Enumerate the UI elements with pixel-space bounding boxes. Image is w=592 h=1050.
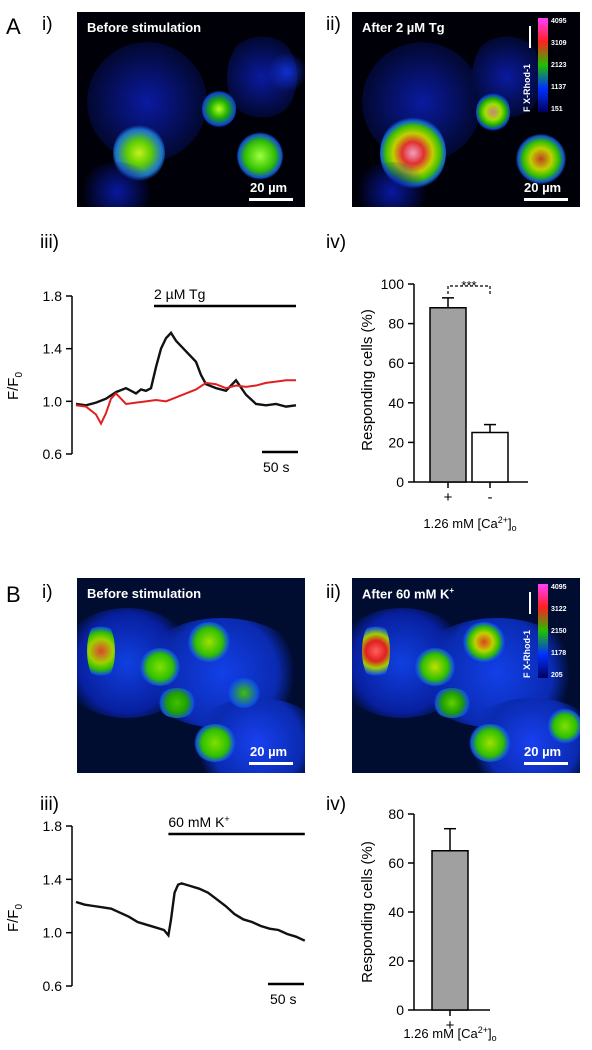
- colorbar-tick: 3122: [551, 606, 567, 613]
- x-axis-label: 1.26 mM [Ca2+]o: [403, 1025, 496, 1043]
- panel-b-iii-label: iii): [40, 794, 59, 815]
- colorbar-tick: 3109: [551, 40, 567, 47]
- colorbar: [538, 584, 548, 678]
- arrow-up-icon: [529, 26, 531, 48]
- y-tick-label: 1.8: [43, 288, 63, 304]
- y-tick-label: 80: [388, 806, 404, 822]
- y-tick-label: 1.4: [43, 341, 63, 357]
- micrograph-title: Before stimulation: [87, 586, 202, 601]
- arrow-up-icon: [529, 592, 531, 614]
- colorbar-tick: 4095: [551, 584, 567, 591]
- micrograph-b-before: Before stimulation 20 µm: [77, 578, 305, 773]
- y-axis-label: F/F0: [5, 372, 25, 401]
- colorbar-axis-label: F X-Rhod-1: [522, 64, 532, 112]
- y-tick-label: 1.8: [43, 818, 63, 834]
- trace-line-red: [75, 379, 296, 426]
- scale-bar: [249, 198, 293, 201]
- y-tick-label: 20: [388, 434, 404, 450]
- time-scale-label: 50 s: [263, 459, 289, 475]
- y-tick-label: 80: [388, 316, 404, 332]
- panel-a-ii-label: ii): [326, 14, 341, 35]
- panel-a-iii-label: iii): [40, 232, 59, 253]
- x-tick-label: +: [446, 1017, 455, 1034]
- colorbar-tick: 1178: [551, 650, 567, 657]
- y-tick-label: 1.0: [43, 925, 63, 941]
- trace-line-black: [75, 330, 297, 408]
- x-tick-label: +: [444, 489, 453, 506]
- panel-a-i-label: i): [42, 14, 53, 35]
- scale-bar-label: 20 µm: [524, 744, 562, 759]
- stimulus-label: 2 µM Tg: [154, 286, 205, 302]
- micrograph-b-after: After 60 mM K+ 4095 3122 2150 1178 205 F…: [352, 578, 580, 773]
- colorbar-tick: 4095: [551, 18, 567, 25]
- bar: [429, 307, 467, 483]
- colorbar-tick: 205: [551, 672, 563, 679]
- scale-bar-label: 20 µm: [250, 180, 288, 195]
- micrograph-title: After 2 µM Tg: [362, 20, 445, 35]
- colorbar-tick: 151: [551, 106, 563, 113]
- panel-a-iv-label: iv): [326, 232, 347, 253]
- y-tick-label: 1.4: [43, 871, 63, 887]
- colorbar-axis-label: F X-Rhod-1: [522, 630, 532, 678]
- scale-bar: [249, 762, 293, 765]
- panel-b-i-label: i): [42, 582, 53, 603]
- scale-bar-label: 20 µm: [524, 180, 562, 195]
- significance-label: ***: [461, 278, 476, 293]
- bar-chart-b: Responding cells (%) 80 60 40 20 0 + 1.26 mM…: [359, 806, 497, 1043]
- y-axis-label: Responding cells (%): [359, 309, 376, 451]
- colorbar-tick: 1137: [551, 84, 567, 91]
- scale-bar: [524, 198, 568, 201]
- trace-chart-a: F/F0 1.8 1.4 1.0 0.6 2 µM Tg 50 s: [5, 286, 298, 475]
- y-tick-label: 40: [388, 395, 404, 411]
- time-scale-label: 50 s: [270, 991, 296, 1007]
- trace-line-black: [75, 882, 306, 942]
- y-axis-label: Responding cells (%): [359, 841, 376, 983]
- scale-bar-label: 20 µm: [250, 744, 288, 759]
- panel-b-ii-label: ii): [326, 582, 341, 603]
- x-tick-label: -: [488, 489, 493, 506]
- colorbar-tick: 2123: [551, 62, 567, 69]
- bar: [471, 431, 509, 483]
- y-tick-label: 60: [388, 355, 404, 371]
- y-tick-label: 0.6: [43, 446, 63, 462]
- y-axis-label: F/F0: [5, 904, 25, 933]
- panel-letter-a: A: [6, 14, 21, 39]
- micrograph-title: Before stimulation: [87, 20, 202, 35]
- panel-b-iv-label: iv): [326, 794, 347, 815]
- y-tick-label: 0: [396, 474, 404, 490]
- micrograph-title: After 60 mM K+: [362, 586, 455, 602]
- y-tick-label: 1.0: [43, 393, 63, 409]
- x-axis-label: 1.26 mM [Ca2+]o: [423, 515, 516, 533]
- micrograph-a-before: Before stimulation 20 µm: [77, 12, 305, 207]
- y-tick-label: 100: [381, 276, 405, 292]
- y-tick-label: 0.6: [43, 978, 63, 994]
- stimulus-label: 60 mM K+: [168, 814, 229, 830]
- y-tick-label: 20: [388, 953, 404, 969]
- trace-chart-b: F/F0 1.8 1.4 1.0 0.6 60 mM K+ 50 s: [5, 814, 306, 1007]
- y-tick-label: 40: [388, 904, 404, 920]
- panel-letter-b: B: [6, 582, 21, 607]
- micrograph-a-after: After 2 µM Tg 4095 3109 2123 1137 151 F …: [352, 12, 580, 207]
- y-tick-label: 60: [388, 855, 404, 871]
- scale-bar: [524, 762, 568, 765]
- colorbar-tick: 2150: [551, 628, 567, 635]
- bar: [431, 850, 469, 1011]
- y-tick-label: 0: [396, 1002, 404, 1018]
- colorbar: [538, 18, 548, 112]
